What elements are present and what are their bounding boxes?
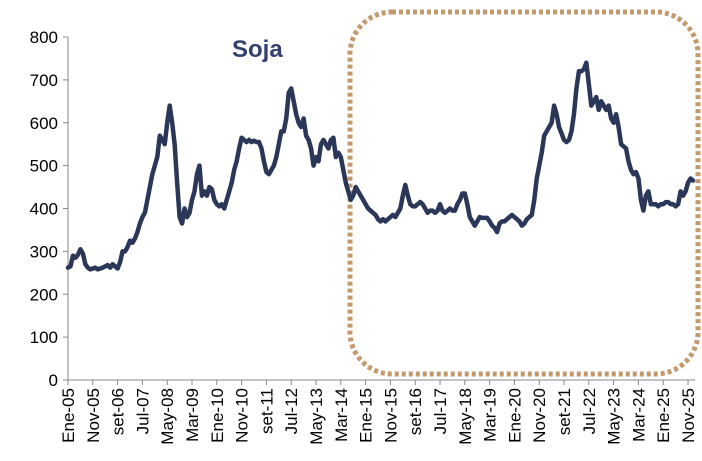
x-tick-label: set-11: [257, 388, 276, 434]
y-tick-label: 0: [49, 371, 58, 390]
x-tick-label: Ene-10: [208, 388, 227, 443]
x-tick-label: May-08: [158, 388, 177, 445]
y-tick-label: 500: [30, 157, 58, 176]
x-tick-label: Ene-15: [357, 388, 376, 443]
chart-title: Soja: [232, 36, 283, 63]
series-line: [65, 60, 696, 272]
y-tick-label: 700: [30, 71, 58, 90]
x-tick-label: Jul-07: [133, 388, 152, 434]
x-tick-label: set-16: [406, 388, 425, 435]
y-tick-label: 400: [30, 200, 58, 219]
x-tick-label: set-06: [109, 388, 128, 435]
y-tick-label: 300: [30, 242, 58, 261]
x-tick-label: set-21: [555, 388, 574, 435]
x-tick-label: Ene-25: [654, 388, 673, 443]
x-tick-label: Jul-17: [431, 388, 450, 434]
x-tick-label: Mar-24: [629, 388, 648, 442]
y-tick-label: 200: [30, 285, 58, 304]
x-tick-label: Nov-25: [679, 388, 698, 443]
x-tick-label: Nov-10: [233, 388, 252, 443]
x-tick-label: Nov-20: [530, 388, 549, 443]
y-tick-label: 100: [30, 328, 58, 347]
x-tick-label: Ene-05: [59, 388, 78, 443]
x-tick-label: Jul-22: [580, 388, 599, 434]
x-tick-label: Mar-19: [481, 388, 500, 442]
y-tick-label: 600: [30, 114, 58, 133]
x-tick-label: May-23: [605, 388, 624, 445]
x-tick-label: Jul-12: [282, 388, 301, 434]
y-tick-label: 800: [30, 28, 58, 47]
x-tick-label: Nov-05: [84, 388, 103, 443]
x-tick-label: May-13: [307, 388, 326, 445]
x-tick-label: May-18: [456, 388, 475, 445]
x-tick-label: Mar-14: [332, 388, 351, 442]
x-tick-label: Nov-15: [381, 388, 400, 443]
x-tick-label: Mar-09: [183, 388, 202, 442]
x-tick-label: Ene-20: [505, 388, 524, 443]
